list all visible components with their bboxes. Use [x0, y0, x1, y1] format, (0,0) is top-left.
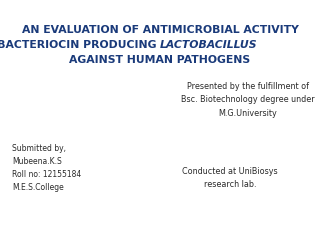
Text: Presented by the fulfillment of
Bsc. Biotechnology degree under
M.G.University: Presented by the fulfillment of Bsc. Bio…	[181, 82, 315, 118]
Text: AN EVALUATION OF ANTIMICROBIAL ACTIVITY: AN EVALUATION OF ANTIMICROBIAL ACTIVITY	[21, 25, 299, 35]
Text: Submitted by,
Mubeena.K.S
Roll no: 12155184
M.E.S.College: Submitted by, Mubeena.K.S Roll no: 12155…	[12, 144, 81, 192]
Text: OF BACTERIOCIN PRODUCING: OF BACTERIOCIN PRODUCING	[0, 40, 160, 50]
Text: LACTOBACILLUS: LACTOBACILLUS	[160, 40, 258, 50]
Text: Conducted at UniBiosys
research lab.: Conducted at UniBiosys research lab.	[182, 167, 278, 189]
Text: AGAINST HUMAN PATHOGENS: AGAINST HUMAN PATHOGENS	[69, 55, 251, 65]
